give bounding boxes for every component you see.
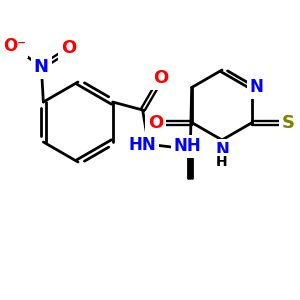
Text: H: H [216, 155, 228, 169]
Text: O: O [148, 113, 163, 131]
Text: HN: HN [129, 136, 157, 154]
Text: O: O [61, 39, 76, 57]
Text: N: N [249, 79, 263, 97]
Text: N: N [215, 141, 229, 159]
Text: O⁻: O⁻ [3, 37, 26, 55]
Text: NH: NH [174, 137, 202, 155]
Text: N: N [34, 58, 49, 76]
Text: S: S [282, 113, 295, 131]
Text: O: O [153, 69, 168, 87]
